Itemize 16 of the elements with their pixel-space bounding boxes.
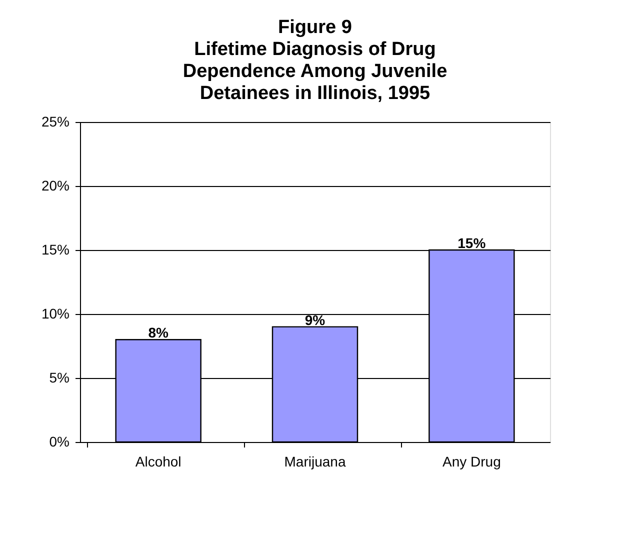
data-label: 9% — [304, 312, 326, 328]
y-tick-label: 15% — [41, 242, 70, 258]
text: Dependence Among Juvenile — [182, 61, 448, 82]
text: Figure 9 — [278, 17, 352, 38]
y-tick-label: 10% — [41, 306, 70, 322]
y-tick-label: 0% — [49, 434, 70, 450]
data-label: 15% — [458, 235, 486, 251]
x-tick-label: Alcohol — [135, 454, 182, 470]
x-tick-label: Marijuana — [284, 454, 346, 470]
y-tick-label: 5% — [49, 370, 70, 386]
y-tick-label: 20% — [41, 178, 70, 194]
text: Detainees in Illinois, 1995 — [200, 83, 430, 104]
data-label: 8% — [148, 324, 169, 341]
text: Lifetime Diagnosis of Drug — [194, 39, 436, 60]
y-tick-label: 25% — [41, 114, 70, 130]
x-tick-label: Any Drug — [442, 454, 501, 470]
